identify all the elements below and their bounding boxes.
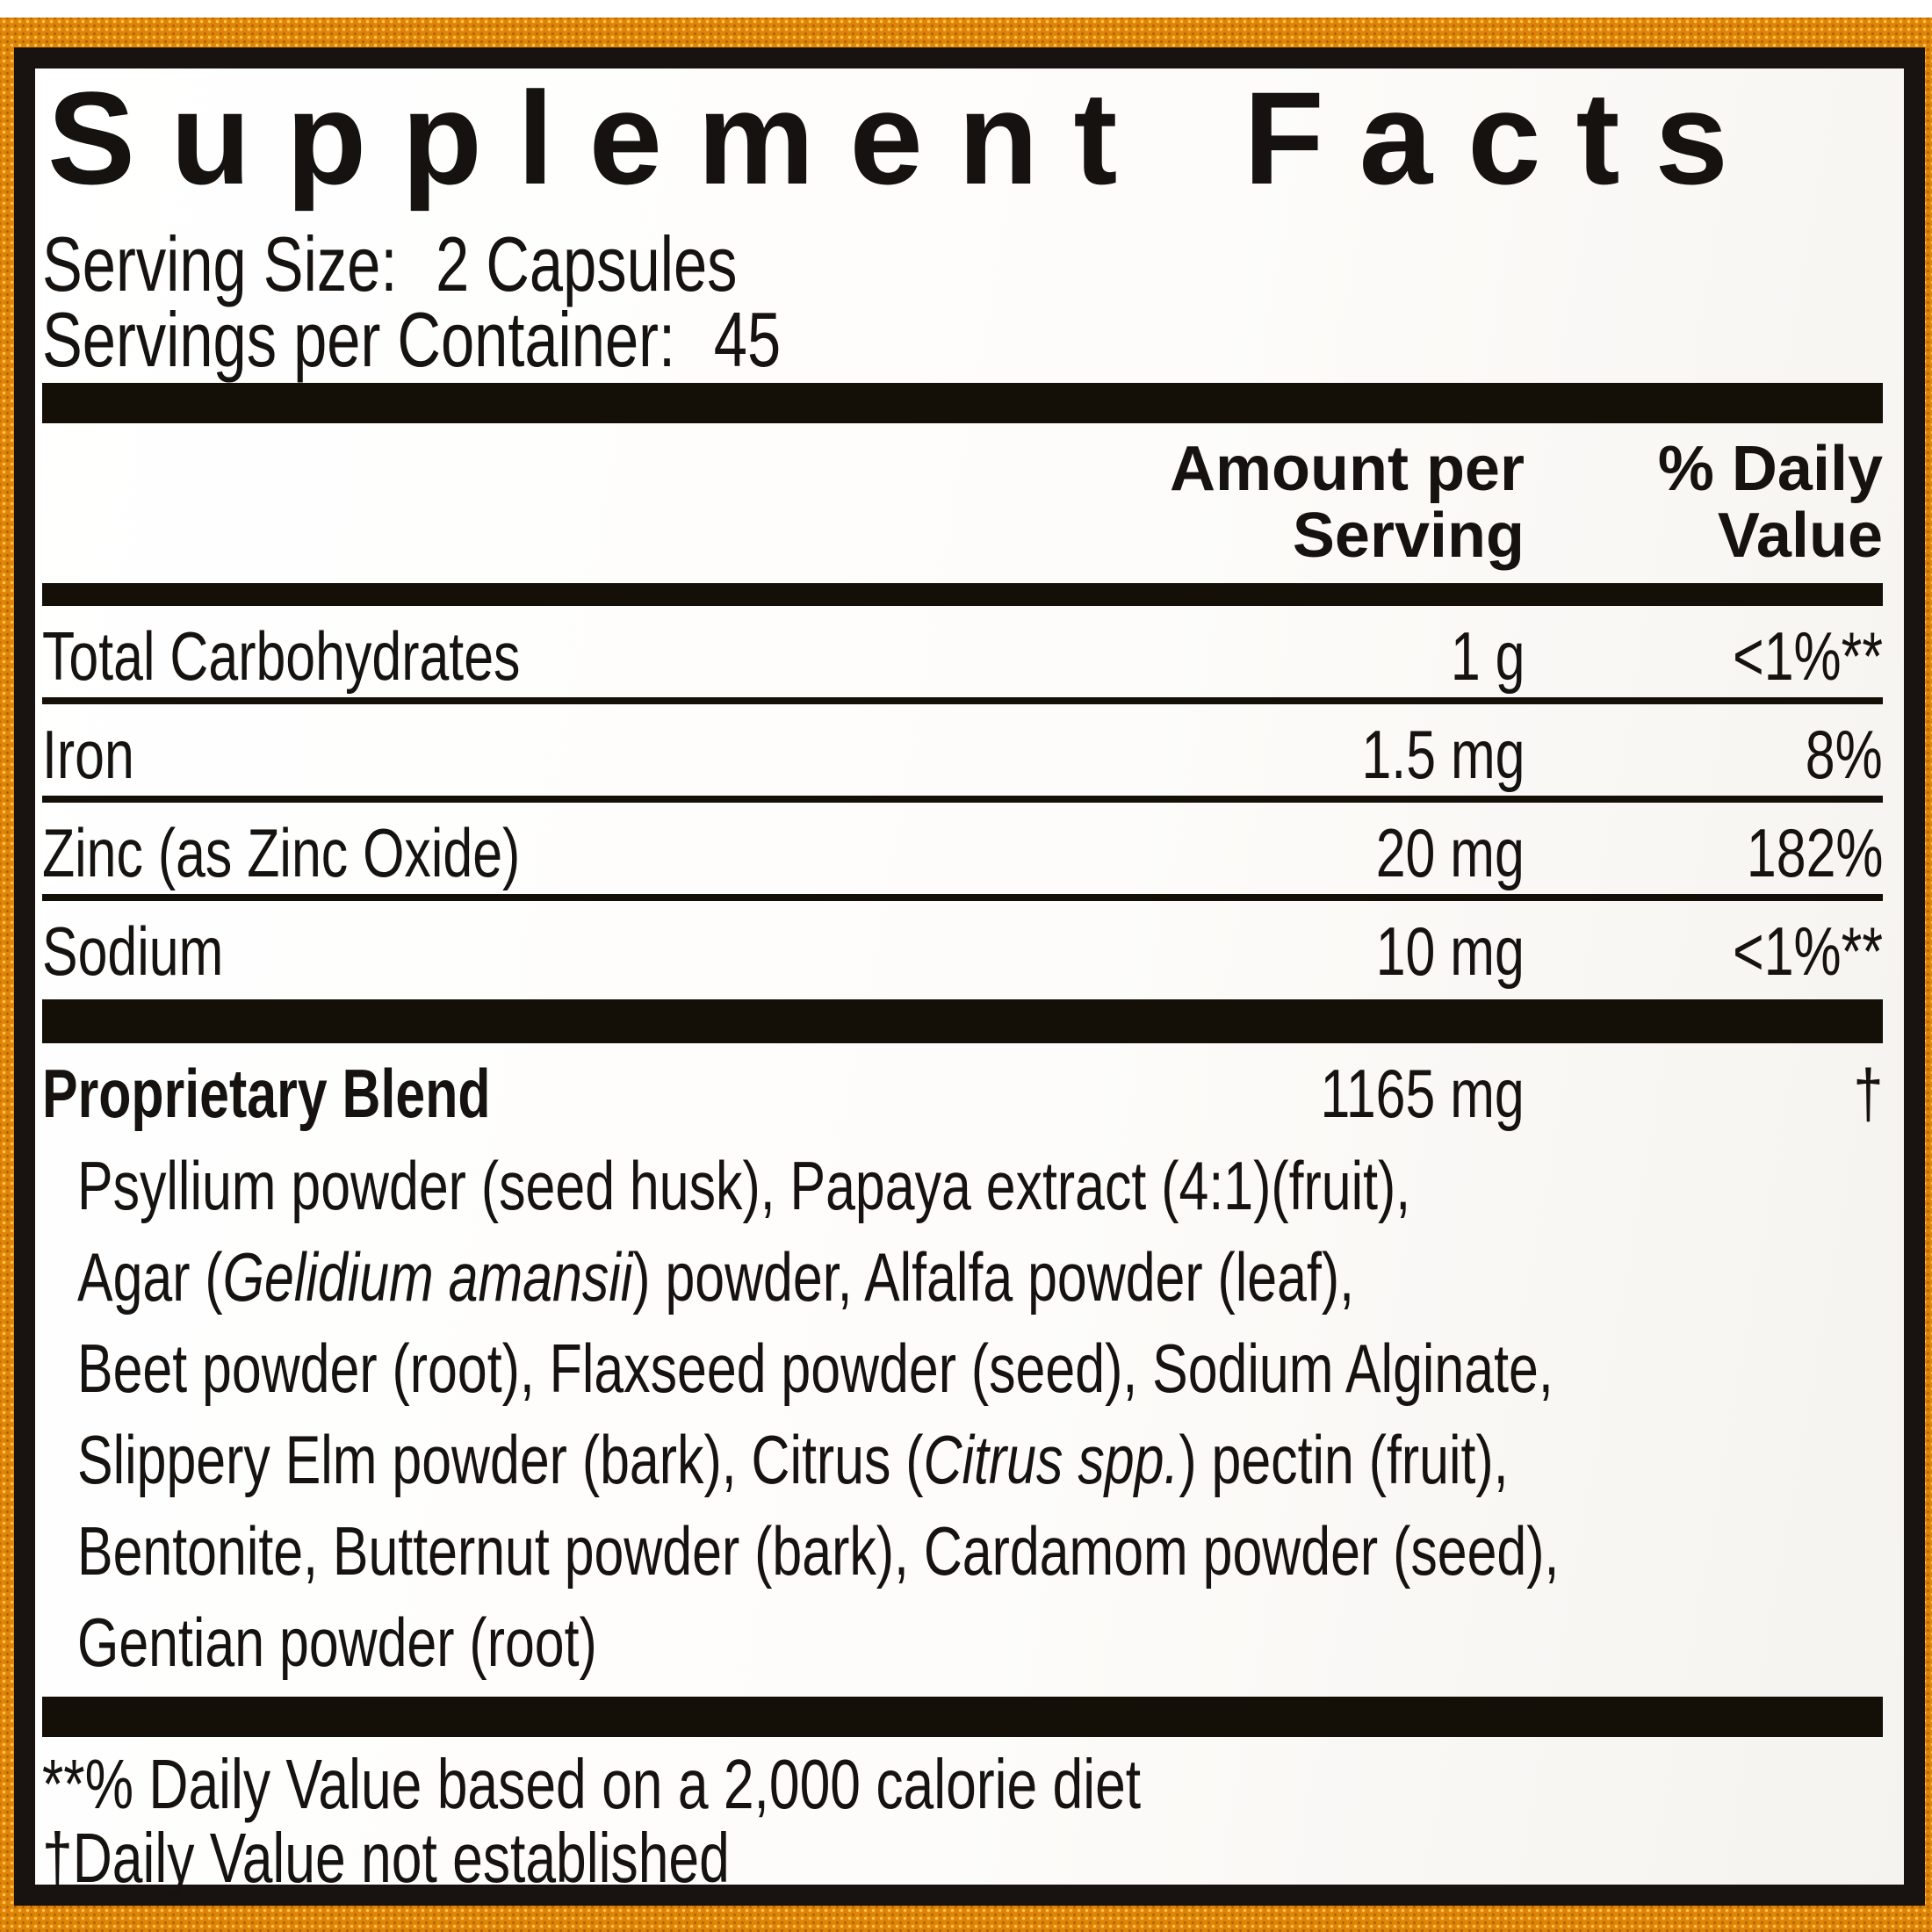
serving-size-value: 2 Capsules	[436, 220, 738, 307]
blend-ingredient-line: Slippery Elm powder (bark), Citrus (Citr…	[77, 1421, 1509, 1498]
nutrient-amount: 20 mg	[1375, 814, 1525, 891]
blend-ingredient-line: Agar (Gelidium amansii) powder, Alfalfa …	[77, 1238, 1355, 1316]
footnotes: **% Daily Value based on a 2,000 calorie…	[42, 1748, 1883, 1895]
serving-size-line: Serving Size: 2 Capsules	[42, 226, 1883, 303]
column-header-amount-line1: Amount per	[1170, 434, 1525, 504]
page-title: Supplement Facts	[47, 64, 1763, 212]
nutrient-name: Iron	[42, 716, 134, 793]
blend-ingredient-line: Beet powder (root), Flaxseed powder (see…	[77, 1330, 1554, 1407]
blend-amount: 1165 mg	[1320, 1055, 1525, 1132]
proprietary-blend-row: Proprietary Blend 1165 mg †	[42, 1043, 1883, 1135]
divider-thin	[42, 796, 1883, 803]
label-content: Supplement Facts Serving Size: 2 Capsules…	[35, 64, 1904, 1895]
table-header-row: Amount per Serving % Daily Value	[42, 423, 1883, 569]
footnote-dv-not-established: †Daily Value not established	[42, 1819, 730, 1897]
column-header-amount-line2: Serving	[1292, 501, 1525, 571]
servings-count-label: Servings per Container:	[42, 296, 676, 383]
column-header-dv-line1: % Daily	[1657, 434, 1883, 504]
divider-thin	[42, 894, 1883, 901]
nutrient-daily-value: <1%**	[1733, 912, 1883, 990]
nutrient-amount: 1.5 mg	[1360, 716, 1525, 793]
nutrient-daily-value: 8%	[1806, 716, 1883, 793]
label-frame: Supplement Facts Serving Size: 2 Capsules…	[14, 47, 1925, 1906]
servings-per-container-line: Servings per Container: 45	[42, 301, 1883, 378]
nutrient-name: Total Carbohydrates	[42, 617, 521, 695]
blend-ingredient-line: Gentian powder (root)	[77, 1604, 597, 1681]
divider-thick-bottom	[42, 1697, 1883, 1737]
divider-medium-under-header	[42, 583, 1883, 606]
divider-thick-top	[42, 383, 1883, 423]
nutrient-daily-value: <1%**	[1733, 617, 1883, 695]
table-row: Iron 1.5 mg 8%	[42, 704, 1883, 796]
column-header-amount: Amount per Serving	[1085, 436, 1525, 569]
blend-daily-value-dagger: †	[1853, 1055, 1883, 1132]
nutrient-amount: 10 mg	[1375, 912, 1525, 990]
footnote-daily-value-basis: **% Daily Value based on a 2,000 calorie…	[42, 1745, 1142, 1823]
column-header-daily-value: % Daily Value	[1525, 436, 1883, 569]
table-row: Sodium 10 mg <1%**	[42, 901, 1883, 992]
blend-ingredients: Psyllium powder (seed husk), Papaya extr…	[77, 1140, 1883, 1688]
servings-count-value: 45	[713, 296, 782, 383]
header-spacer	[42, 436, 1085, 569]
divider-thin	[42, 697, 1883, 704]
nutrient-name: Sodium	[42, 912, 224, 990]
nutrient-name: Zinc (as Zinc Oxide)	[42, 814, 521, 891]
serving-size-label: Serving Size:	[42, 220, 398, 307]
serving-info: Serving Size: 2 Capsules Servings per Con…	[42, 226, 1883, 378]
nutrient-daily-value: 182%	[1746, 814, 1883, 891]
blend-ingredient-line: Bentonite, Butternut powder (bark), Card…	[77, 1512, 1560, 1590]
column-header-dv-line2: Value	[1717, 501, 1883, 571]
table-row: Total Carbohydrates 1 g <1%**	[42, 606, 1883, 697]
nutrient-amount: 1 g	[1450, 617, 1525, 695]
table-row: Zinc (as Zinc Oxide) 20 mg 182%	[42, 803, 1883, 894]
blend-ingredient-line: Psyllium powder (seed husk), Papaya extr…	[77, 1147, 1411, 1224]
divider-thick-middle	[42, 999, 1883, 1043]
blend-name: Proprietary Blend	[42, 1055, 491, 1132]
